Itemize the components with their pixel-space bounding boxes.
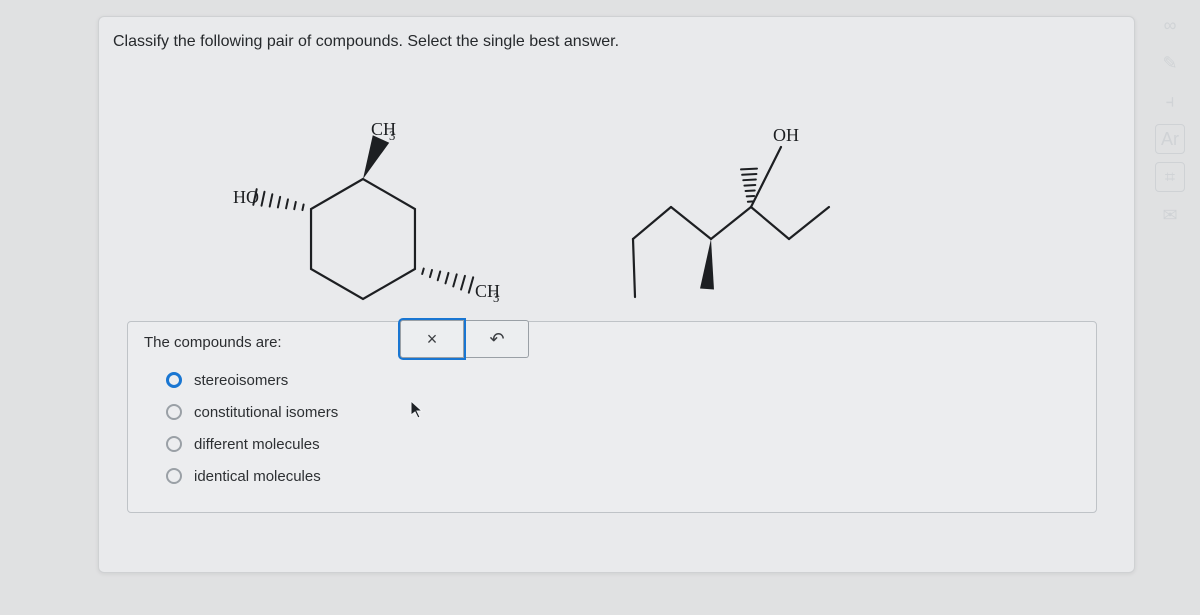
option-radio-2[interactable]: [166, 436, 182, 452]
dna-icon[interactable]: ⫞: [1155, 86, 1185, 116]
clear-button[interactable]: ×: [400, 320, 464, 358]
option-row-2[interactable]: different molecules: [144, 429, 1080, 459]
right-sidebar: ∞ ✎ ⫞ Ar ⌗ ✉: [1148, 6, 1192, 234]
svg-text:OH: OH: [773, 125, 799, 145]
option-radio-0[interactable]: [166, 372, 182, 388]
page-root: Classify the following pair of compounds…: [0, 0, 1200, 615]
svg-text:HO: HO: [233, 187, 259, 207]
option-label-0: stereoisomers: [194, 372, 288, 389]
answers-panel: The compounds are: × ↶ stereoisomers cons…: [127, 321, 1097, 513]
question-prompt: Classify the following pair of compounds…: [113, 33, 619, 51]
option-row-0[interactable]: stereoisomers: [144, 365, 1080, 395]
option-row-3[interactable]: identical molecules: [144, 461, 1080, 491]
svg-text:3: 3: [389, 129, 395, 143]
option-label-1: constitutional isomers: [194, 404, 338, 421]
option-label-2: different molecules: [194, 436, 320, 453]
svg-text:3: 3: [493, 291, 499, 304]
answers-title: The compounds are:: [144, 334, 1080, 351]
calc-icon[interactable]: ⌗: [1155, 162, 1185, 192]
option-radio-3[interactable]: [166, 468, 182, 484]
structure-svg: CH3HOCH3OH: [113, 69, 1120, 304]
notes-icon[interactable]: ✎: [1155, 48, 1185, 78]
undo-button[interactable]: ↶: [466, 320, 529, 358]
answer-toolbar: × ↶: [400, 320, 531, 358]
periodic-icon[interactable]: Ar: [1155, 124, 1185, 154]
question-card: Classify the following pair of compounds…: [98, 16, 1135, 573]
chemical-structures: CH3HOCH3OH: [113, 69, 1120, 304]
infinity-icon[interactable]: ∞: [1155, 10, 1185, 40]
option-label-3: identical molecules: [194, 468, 321, 485]
options-list: stereoisomers constitutional isomers diffe…: [144, 365, 1080, 491]
option-radio-1[interactable]: [166, 404, 182, 420]
mail-icon[interactable]: ✉: [1155, 200, 1185, 230]
option-row-1[interactable]: constitutional isomers: [144, 397, 1080, 427]
